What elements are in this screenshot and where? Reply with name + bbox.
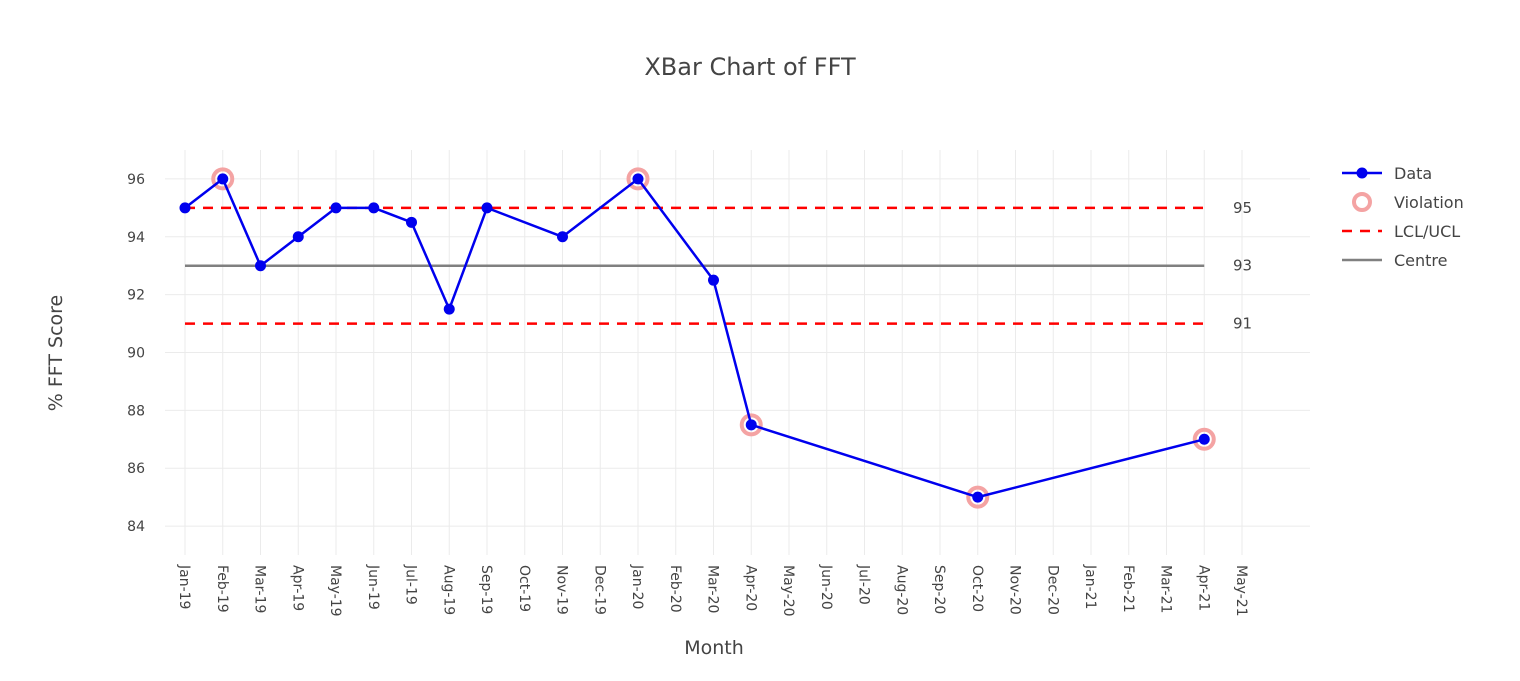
y-axis-title: % FFT Score (45, 295, 67, 411)
y-tick-label: 88 (127, 403, 145, 419)
data-point (406, 216, 417, 228)
x-tick-label: Mar-19 (252, 565, 268, 613)
violation-marker (1192, 427, 1216, 451)
data-point (557, 231, 568, 243)
x-tick-label: May-20 (780, 565, 796, 617)
data-point (217, 173, 229, 185)
x-tick-label: Mar-20 (705, 565, 721, 613)
data-point (179, 202, 191, 214)
x-tick-label: Nov-20 (1007, 565, 1023, 615)
x-tick-label: Apr-20 (742, 565, 758, 611)
control-limit-label: 91 (1233, 315, 1252, 333)
tick-layer: Jan-19 Feb-19 Mar-19 Apr-19 May-19 Jun-19 Jul-… (127, 172, 1249, 617)
x-tick-label: Aug-20 (893, 565, 909, 615)
x-tick-label: Jan-20 (629, 564, 645, 609)
data-point (972, 491, 984, 503)
data-point (1198, 433, 1210, 445)
x-tick-label: Feb-21 (1120, 565, 1136, 613)
y-tick-label: 96 (127, 172, 145, 188)
x-tick-label: Nov-19 (554, 565, 570, 615)
violation-marker (626, 167, 650, 191)
y-tick-label: 86 (127, 461, 145, 477)
x-tick-label: Oct-19 (516, 565, 532, 612)
y-tick-label: 94 (127, 230, 145, 246)
series-layer (179, 167, 1216, 509)
x-tick-label: Dec-20 (1044, 565, 1060, 615)
x-tick-label: Apr-21 (1195, 565, 1211, 611)
reference-lines: 95 91 93 (185, 199, 1252, 333)
x-tick-label: Sep-20 (931, 565, 947, 614)
centre-line-label: 93 (1233, 257, 1252, 275)
y-tick-label: 90 (127, 346, 145, 362)
x-tick-label: May-19 (327, 565, 343, 617)
x-tick-label: Jul-20 (856, 564, 872, 605)
chart-title: XBar Chart of FFT (644, 53, 856, 81)
data-point (481, 202, 493, 214)
data-series-line (184, 177, 1205, 499)
x-tick-label: Feb-20 (667, 565, 683, 613)
x-tick-label: Feb-19 (214, 565, 230, 613)
data-point (632, 173, 644, 185)
x-tick-label: Dec-19 (591, 565, 607, 615)
legend-data-marker (1356, 167, 1368, 179)
data-point (745, 419, 757, 431)
data-point (368, 202, 380, 214)
data-point (292, 231, 304, 243)
data-point (443, 303, 455, 315)
legend-label-violation: Violation (1394, 193, 1464, 212)
legend-label-centre: Centre (1394, 251, 1448, 270)
legend-label-limits: LCL/UCL (1394, 222, 1460, 241)
x-tick-label: Apr-19 (289, 565, 305, 611)
x-tick-label: Sep-19 (478, 565, 494, 614)
violation-marker (211, 167, 235, 191)
y-tick-label: 84 (127, 519, 145, 535)
legend: Data Violation LCL/UCL Centre (1342, 164, 1464, 270)
data-point (708, 274, 719, 286)
x-tick-label: Jan-19 (176, 564, 192, 609)
x-tick-label: Jun-19 (365, 564, 381, 610)
violation-marker (966, 485, 990, 509)
x-tick-label: Aug-19 (440, 565, 456, 615)
x-tick-label: Mar-21 (1158, 565, 1174, 613)
data-point (255, 260, 266, 272)
legend-label-data: Data (1394, 164, 1432, 183)
x-tick-label: Jan-21 (1082, 564, 1098, 609)
x-axis-title: Month (684, 637, 744, 659)
x-tick-label: Jul-19 (403, 564, 419, 605)
y-tick-label: 92 (127, 288, 145, 304)
x-tick-label: Jun-20 (818, 564, 834, 610)
violation-marker (739, 413, 763, 437)
legend-violation-marker (1352, 192, 1372, 212)
x-tick-label: Oct-20 (969, 565, 985, 612)
x-tick-label: May-21 (1233, 565, 1249, 617)
data-point (330, 202, 342, 214)
control-limit-label: 95 (1233, 199, 1252, 217)
